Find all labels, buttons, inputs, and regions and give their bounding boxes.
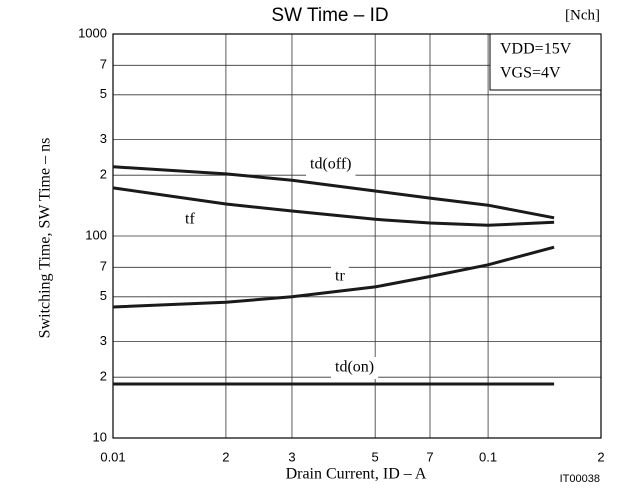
chart-subtitle: [Nch]	[565, 7, 600, 23]
y-tick-label: 100	[85, 227, 107, 242]
annotation: VGS=4V	[500, 65, 561, 82]
x-tick-label: 5	[372, 449, 379, 464]
series-line	[112, 245, 555, 309]
y-tick-label: 2	[100, 167, 107, 182]
series-label: tr	[335, 268, 345, 285]
series-line	[112, 186, 555, 227]
y-tick-label: 3	[100, 333, 107, 348]
figure-id: IT00038	[560, 473, 600, 485]
y-tick-label: 2	[100, 369, 107, 384]
chart-title: SW Time – ID	[271, 5, 388, 26]
x-axis-label: Drain Current, ID – A	[286, 466, 427, 483]
y-tick-label: 1000	[78, 25, 107, 40]
y-tick-label: 7	[100, 259, 107, 274]
x-tick-label: 0.1	[479, 449, 497, 464]
label-background	[331, 266, 349, 288]
x-tick-label: 2	[597, 449, 604, 464]
label-background	[181, 209, 199, 231]
series-line	[112, 165, 555, 220]
y-tick-label: 3	[100, 131, 107, 146]
y-axis-label: Switching Time, SW Time – ns	[37, 138, 54, 339]
annotation: VDD=15V	[500, 41, 572, 58]
x-tick-label: 2	[222, 449, 229, 464]
label-background	[306, 154, 356, 176]
x-tick-label: 7	[426, 449, 433, 464]
plot-frame	[112, 33, 602, 439]
y-tick-label: 10	[93, 429, 107, 444]
series-label: td(on)	[335, 359, 374, 376]
y-tick-label: 7	[100, 57, 107, 72]
x-tick-label: 3	[288, 449, 295, 464]
series-label: tf	[185, 211, 195, 228]
x-tick-label: 0.01	[100, 449, 125, 464]
condition-box	[489, 33, 602, 91]
y-tick-label: 5	[100, 86, 107, 101]
y-tick-label: 5	[100, 288, 107, 303]
series-label: td(off)	[310, 156, 351, 173]
label-background	[331, 357, 379, 379]
